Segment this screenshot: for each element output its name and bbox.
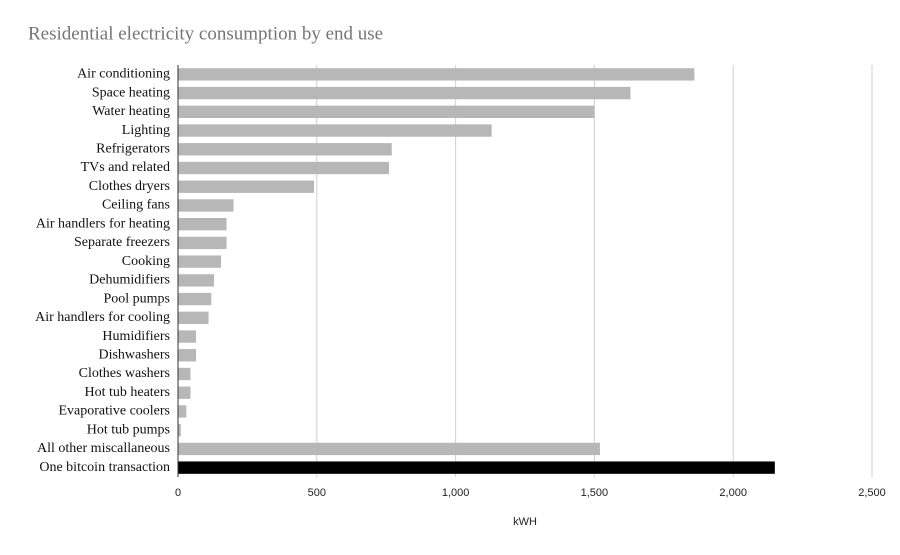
y-tick-label: Refrigerators (96, 141, 170, 156)
bar (178, 86, 631, 100)
y-tick-label: Dehumidifiers (89, 273, 170, 288)
x-tick-label: 500 (308, 487, 326, 499)
y-tick-label: All other miscallaneous (37, 441, 170, 456)
bar (178, 180, 315, 193)
y-tick-label: Pool pumps (103, 291, 170, 306)
x-tick-label: 0 (175, 487, 181, 499)
bar (178, 292, 212, 306)
y-tick-label: Clothes dryers (89, 179, 170, 194)
y-tick-label: Evaporative coolers (58, 404, 170, 419)
x-tick-label: 1,000 (442, 487, 470, 499)
y-tick-label: Air handlers for heating (36, 216, 170, 231)
y-tick-label: Dishwashers (98, 347, 170, 362)
x-tick-label: 1,500 (581, 487, 609, 499)
x-tick-label: 2,000 (719, 487, 747, 499)
bar (178, 124, 492, 137)
bar (178, 161, 389, 175)
chart-title: Residential electricity consumption by e… (28, 23, 383, 44)
y-tick-label: Water heating (92, 104, 170, 119)
bar (178, 218, 227, 231)
bar (178, 405, 187, 418)
y-tick-label: Air conditioning (77, 67, 170, 82)
y-tick-label: Clothes washers (79, 366, 170, 381)
bar (178, 68, 695, 81)
y-tick-label: Humidifiers (102, 329, 170, 344)
y-tick-label: Space heating (92, 85, 170, 100)
y-tick-label: Cooking (122, 254, 170, 269)
y-tick-label: Ceiling fans (102, 198, 170, 213)
bar (178, 105, 595, 118)
y-tick-label: Separate freezers (74, 235, 170, 250)
y-tick-label: One bitcoin transaction (39, 460, 170, 475)
y-tick-label: Air handlers for cooling (35, 310, 170, 325)
bar (178, 274, 215, 287)
bar (178, 236, 227, 250)
y-tick-label: Hot tub pumps (87, 422, 170, 437)
y-tick-label: Hot tub heaters (84, 385, 170, 400)
y-tick-label: TVs and related (81, 160, 170, 175)
bar (178, 442, 600, 456)
bar (178, 349, 197, 362)
x-axis-label: kWH (513, 516, 537, 528)
bar (178, 199, 234, 212)
bar (178, 255, 222, 268)
bar (178, 461, 775, 474)
bar (178, 424, 181, 437)
bar (178, 330, 197, 343)
bar (178, 143, 392, 156)
bar (178, 386, 191, 399)
x-tick-label: 2,500 (858, 487, 886, 499)
bar (178, 367, 191, 381)
bar (178, 311, 209, 324)
y-tick-label: Lighting (122, 123, 170, 138)
